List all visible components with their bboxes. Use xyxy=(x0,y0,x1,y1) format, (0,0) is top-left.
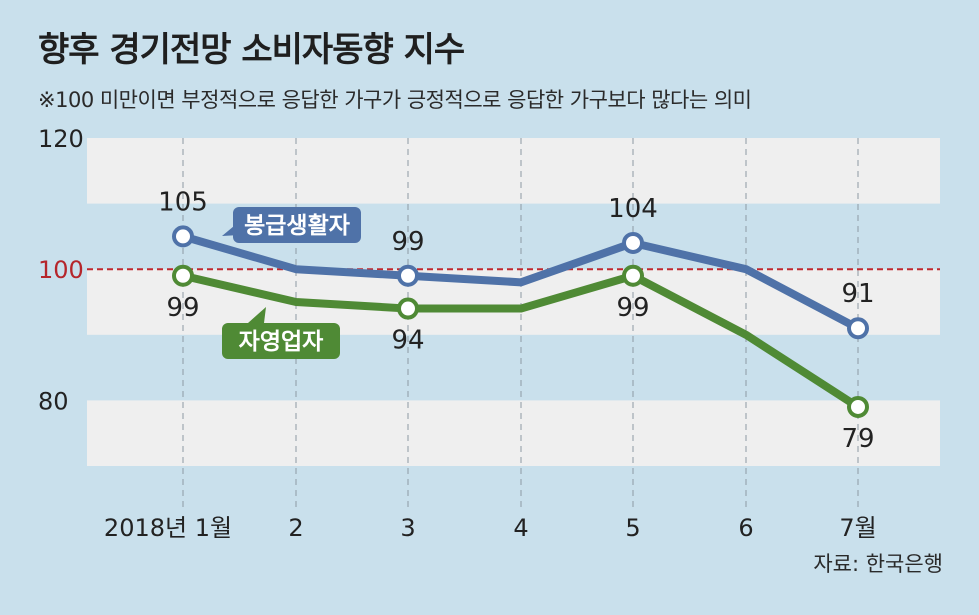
x-tick-5: 6 xyxy=(738,514,753,542)
data-label-1-2: 94 xyxy=(391,326,424,356)
chart-subtitle: ※100 미만이면 부정적으로 응답한 가구가 긍정적으로 응답한 가구보다 많… xyxy=(38,88,752,112)
data-label-1-0: 99 xyxy=(166,293,199,323)
x-tick-3: 4 xyxy=(513,514,528,542)
legend-tag-box-0 xyxy=(233,207,361,243)
y-tick-80: 80 xyxy=(38,387,69,415)
legend-tag-box-1 xyxy=(222,323,340,359)
y-tick-120: 120 xyxy=(38,125,84,153)
data-label-0-0: 105 xyxy=(158,187,208,217)
legend-tag-1: 자영업자 xyxy=(222,307,340,359)
legend-tag-pointer-0 xyxy=(222,221,240,236)
x-tick-6: 7월 xyxy=(839,514,876,542)
marker-0-6 xyxy=(847,317,869,340)
marker-0-0 xyxy=(172,225,194,248)
x-tick-2: 3 xyxy=(400,514,415,542)
grid-band-0 xyxy=(87,138,940,204)
marker-1-4 xyxy=(622,264,644,287)
x-tick-4: 5 xyxy=(625,514,640,542)
marker-1-6 xyxy=(847,395,869,418)
chart-title: 향후 경기전망 소비자동향 지수 xyxy=(38,30,465,70)
marker-0-2 xyxy=(397,264,419,287)
legend-tag-0: 봉급생활자 xyxy=(222,207,361,243)
grid-band-2 xyxy=(87,400,940,466)
marker-1-0 xyxy=(172,264,194,287)
x-tick-0: 2018년 1월 xyxy=(104,514,232,542)
series-line-0 xyxy=(179,232,862,333)
data-label-1-6: 79 xyxy=(841,424,874,454)
data-label-0-4: 104 xyxy=(608,194,658,224)
legend-tag-pointer-1 xyxy=(248,307,266,323)
data-label-0-2: 99 xyxy=(391,227,424,257)
marker-0-4 xyxy=(622,231,644,254)
y-tick-100: 100 xyxy=(38,256,84,284)
x-tick-1: 2 xyxy=(288,514,303,542)
legend-tag-label-1: 자영업자 xyxy=(239,329,324,355)
data-label-0-6: 91 xyxy=(841,279,874,309)
source-note: 자료: 한국은행 xyxy=(813,552,943,576)
legend-tag-label-0: 봉급생활자 xyxy=(244,213,350,239)
series-line-1 xyxy=(179,271,862,411)
data-label-1-4: 99 xyxy=(616,293,649,323)
marker-1-2 xyxy=(397,297,419,320)
